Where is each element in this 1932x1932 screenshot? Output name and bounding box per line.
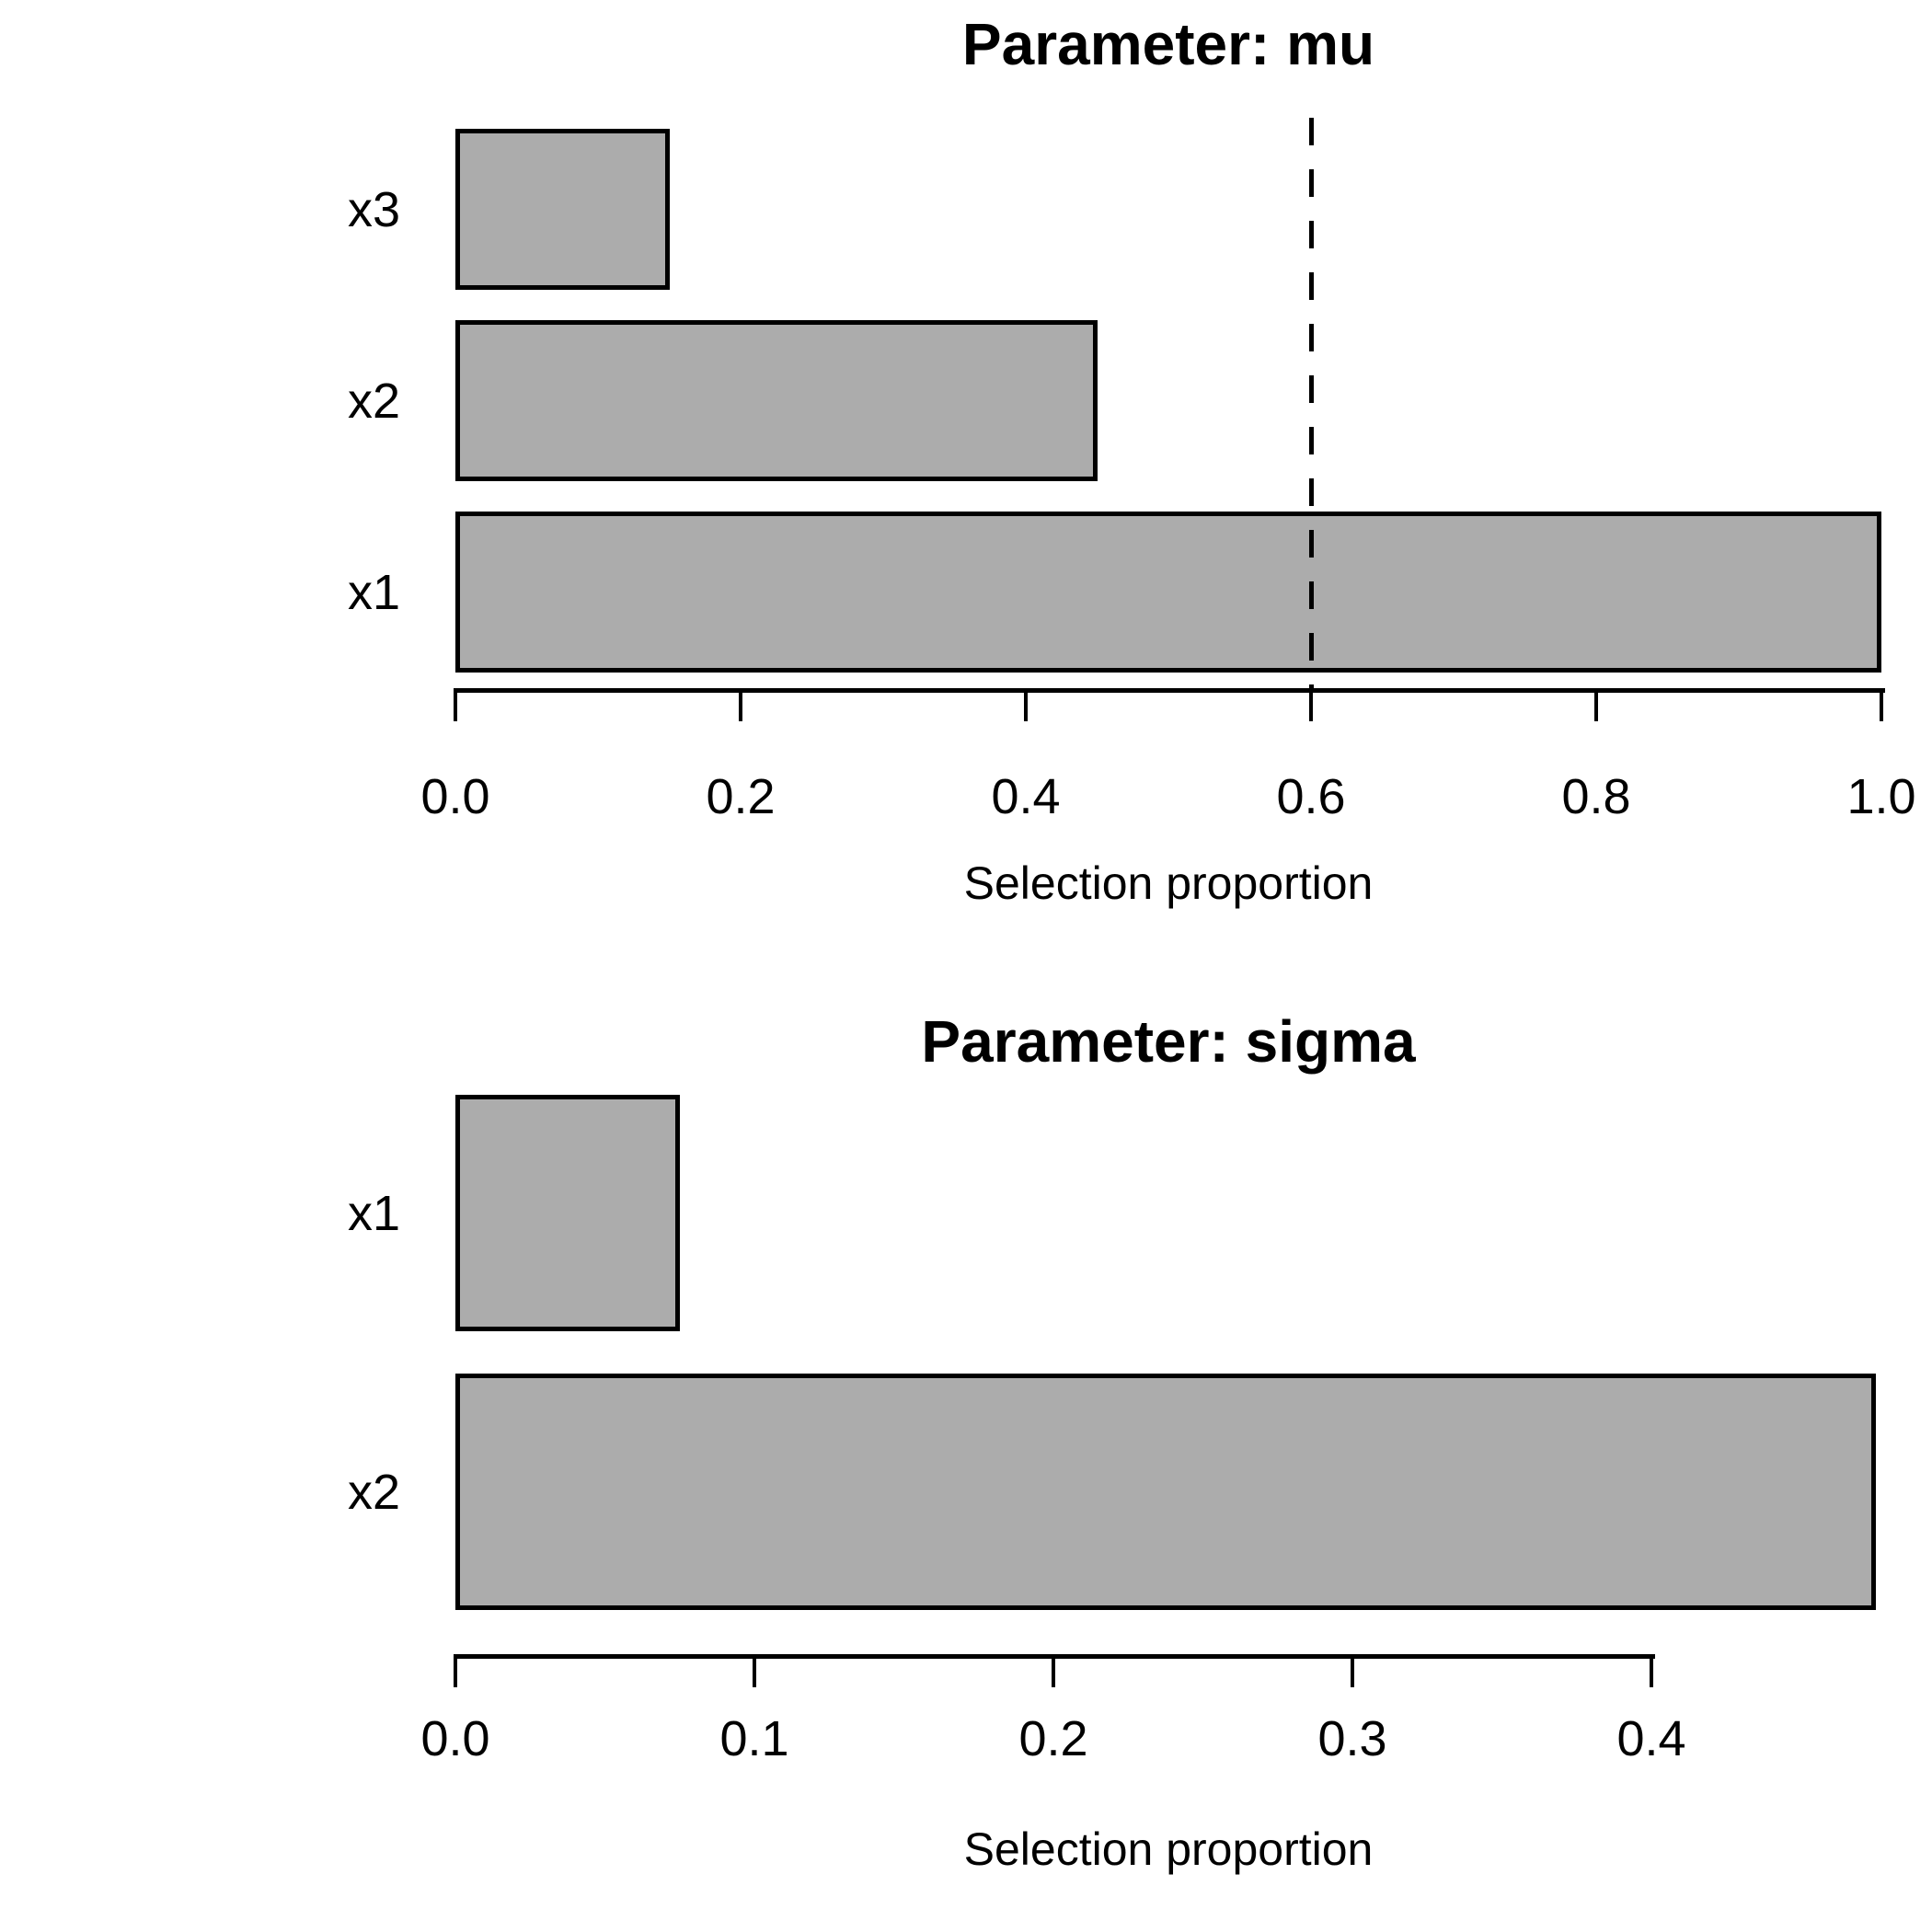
x-tick-label-0.2: 0.2: [706, 769, 776, 824]
bar-x2: [455, 1374, 1876, 1610]
category-label-x1: x1: [347, 1185, 400, 1241]
x-tick-0.0: [454, 1654, 457, 1687]
chart-sigma-xaxis-label: Selection proportion: [963, 1823, 1374, 1875]
bar-x1: [455, 1095, 680, 1331]
chart-mu-title: Parameter: mu: [961, 11, 1375, 77]
category-label-x2: x2: [347, 1464, 400, 1520]
x-tick-0.3: [1351, 1654, 1354, 1687]
x-tick-0.4: [1024, 688, 1028, 721]
x-tick-label-0.0: 0.0: [420, 769, 490, 824]
x-tick-label-0.2: 0.2: [1018, 1711, 1088, 1766]
x-tick-label-0.0: 0.0: [420, 1711, 490, 1766]
category-label-x3: x3: [347, 181, 400, 237]
category-label-x2: x2: [347, 373, 400, 429]
reference-line: [1309, 118, 1314, 692]
x-tick-0.2: [739, 688, 742, 721]
x-tick-label-0.4: 0.4: [991, 769, 1061, 824]
bar-x1: [455, 512, 1881, 673]
x-tick-label-0.1: 0.1: [719, 1711, 789, 1766]
x-tick-label-0.6: 0.6: [1276, 769, 1346, 824]
chart-sigma-title: Parameter: sigma: [921, 1008, 1416, 1075]
chart-mu-xaxis-label: Selection proportion: [963, 857, 1374, 909]
x-tick-label-0.3: 0.3: [1317, 1711, 1387, 1766]
bar-x2: [455, 320, 1098, 481]
x-tick-label-0.4: 0.4: [1616, 1711, 1686, 1766]
x-tick-0.0: [454, 688, 457, 721]
x-tick-1.0: [1880, 688, 1883, 721]
x-tick-0.2: [1052, 1654, 1055, 1687]
bar-x3: [455, 129, 670, 290]
x-tick-0.6: [1309, 688, 1313, 721]
x-tick-label-0.8: 0.8: [1561, 769, 1631, 824]
x-tick-0.4: [1650, 1654, 1653, 1687]
x-axis-line: [455, 688, 1885, 693]
category-label-x1: x1: [347, 564, 400, 620]
x-tick-0.1: [753, 1654, 756, 1687]
x-tick-label-1.0: 1.0: [1846, 769, 1916, 824]
x-axis-line: [455, 1654, 1655, 1659]
x-tick-0.8: [1594, 688, 1598, 721]
